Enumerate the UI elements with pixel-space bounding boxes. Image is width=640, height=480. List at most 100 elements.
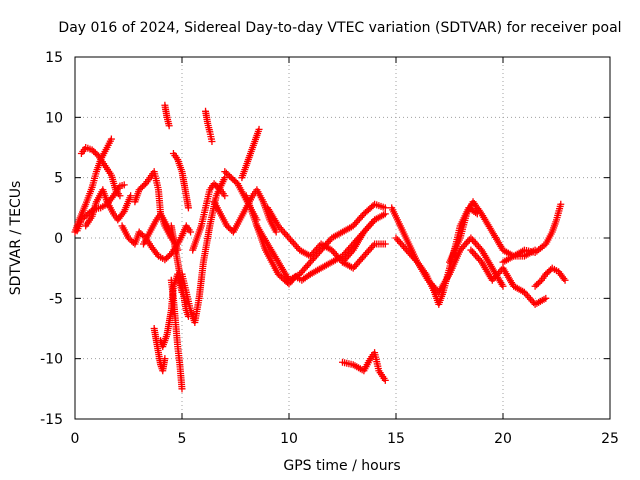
data-point bbox=[162, 254, 170, 262]
data-point bbox=[128, 237, 136, 245]
series-arc-24 bbox=[339, 210, 389, 266]
data-point bbox=[135, 228, 143, 236]
data-point bbox=[178, 385, 186, 393]
y-tick-label: 5 bbox=[54, 171, 63, 187]
data-point bbox=[90, 147, 98, 155]
series-arc-28 bbox=[467, 246, 550, 308]
data-point bbox=[255, 125, 263, 133]
data-point bbox=[229, 175, 237, 183]
data-point bbox=[138, 231, 146, 239]
data-point bbox=[499, 282, 507, 290]
data-point bbox=[137, 229, 145, 237]
data-point bbox=[230, 177, 238, 185]
data-point bbox=[226, 172, 234, 180]
series-arc-22 bbox=[264, 204, 389, 272]
data-point bbox=[276, 272, 284, 280]
data-point bbox=[272, 228, 280, 236]
data-point bbox=[221, 192, 229, 200]
data-point bbox=[542, 294, 550, 302]
series-arc-23 bbox=[339, 349, 389, 384]
y-tick-label: 10 bbox=[45, 110, 63, 126]
data-point bbox=[79, 214, 87, 222]
y-tick-label: -10 bbox=[40, 352, 63, 368]
data-point bbox=[545, 267, 553, 275]
series-arc-5 bbox=[118, 222, 195, 264]
data-point bbox=[542, 270, 550, 278]
data-point bbox=[381, 376, 389, 384]
data-point bbox=[208, 137, 216, 145]
data-point bbox=[184, 204, 192, 212]
data-point bbox=[226, 225, 234, 233]
data-point bbox=[81, 213, 89, 221]
data-point bbox=[91, 149, 99, 157]
series-arc-8 bbox=[150, 325, 169, 375]
data-point bbox=[212, 181, 220, 189]
x-tick-label: 15 bbox=[387, 431, 405, 447]
data-point bbox=[140, 181, 148, 189]
series-arc-15 bbox=[189, 180, 229, 254]
data-point bbox=[274, 270, 282, 278]
series-arc-30 bbox=[531, 264, 569, 290]
series-arc-4 bbox=[82, 186, 135, 230]
series-arc-14 bbox=[178, 174, 229, 326]
data-point bbox=[381, 204, 389, 212]
x-axis-label: GPS time / hours bbox=[283, 458, 400, 474]
series-arc-10 bbox=[167, 276, 186, 393]
data-point bbox=[210, 180, 218, 188]
x-tick-label: 0 bbox=[71, 431, 80, 447]
series-arc-26 bbox=[392, 234, 507, 296]
series-arc-29 bbox=[499, 200, 565, 266]
series-arc-7 bbox=[139, 210, 180, 248]
data-point bbox=[543, 269, 551, 277]
x-tick-label: 5 bbox=[178, 431, 187, 447]
y-tick-label: 0 bbox=[54, 231, 63, 247]
data-point bbox=[221, 168, 229, 176]
data-point bbox=[116, 192, 124, 200]
data-point bbox=[531, 282, 539, 290]
data-point bbox=[557, 200, 565, 208]
y-tick-label: -15 bbox=[40, 412, 63, 428]
data-point bbox=[561, 276, 569, 284]
series-arc-3 bbox=[77, 144, 124, 200]
data-point bbox=[107, 135, 115, 143]
data-point bbox=[381, 210, 389, 218]
series-arc-16 bbox=[202, 107, 216, 145]
data-point bbox=[88, 146, 96, 154]
data-point bbox=[120, 181, 128, 189]
series-arc-19 bbox=[238, 125, 263, 182]
data-point bbox=[126, 236, 134, 244]
data-point bbox=[137, 184, 145, 192]
data-point bbox=[225, 223, 233, 231]
data-point bbox=[187, 228, 195, 236]
y-tick-label: 15 bbox=[45, 50, 63, 66]
axis-ticks: 0 5 10 15 20 25 -15 -10 -5 0 5 10 15 bbox=[40, 50, 619, 447]
data-point bbox=[536, 278, 544, 286]
data-point bbox=[533, 281, 541, 289]
data-point bbox=[213, 183, 221, 191]
y-axis-label: SDTVAR / TECUs bbox=[8, 181, 24, 296]
data-point bbox=[222, 169, 230, 177]
data-point bbox=[232, 178, 240, 186]
data-point bbox=[381, 240, 389, 248]
data-point bbox=[534, 279, 542, 287]
data-point bbox=[227, 174, 235, 182]
data-point bbox=[221, 174, 229, 182]
series-arc-13 bbox=[169, 150, 192, 212]
series-arc-21 bbox=[253, 200, 389, 284]
data-point bbox=[125, 234, 132, 242]
data-point bbox=[161, 355, 169, 363]
data-point bbox=[138, 183, 146, 191]
data-point bbox=[77, 216, 85, 224]
series-arc-12 bbox=[161, 101, 173, 130]
x-tick-label: 25 bbox=[601, 431, 619, 447]
data-point bbox=[165, 122, 173, 130]
data-point bbox=[127, 192, 135, 200]
data-point bbox=[224, 171, 232, 179]
data-points bbox=[71, 101, 569, 393]
data-point bbox=[215, 184, 223, 192]
data-point bbox=[161, 256, 169, 264]
chart-title: Day 016 of 2024, Sidereal Day-to-day VTE… bbox=[58, 20, 621, 36]
series-arc-27 bbox=[446, 198, 539, 266]
data-point bbox=[223, 222, 231, 230]
